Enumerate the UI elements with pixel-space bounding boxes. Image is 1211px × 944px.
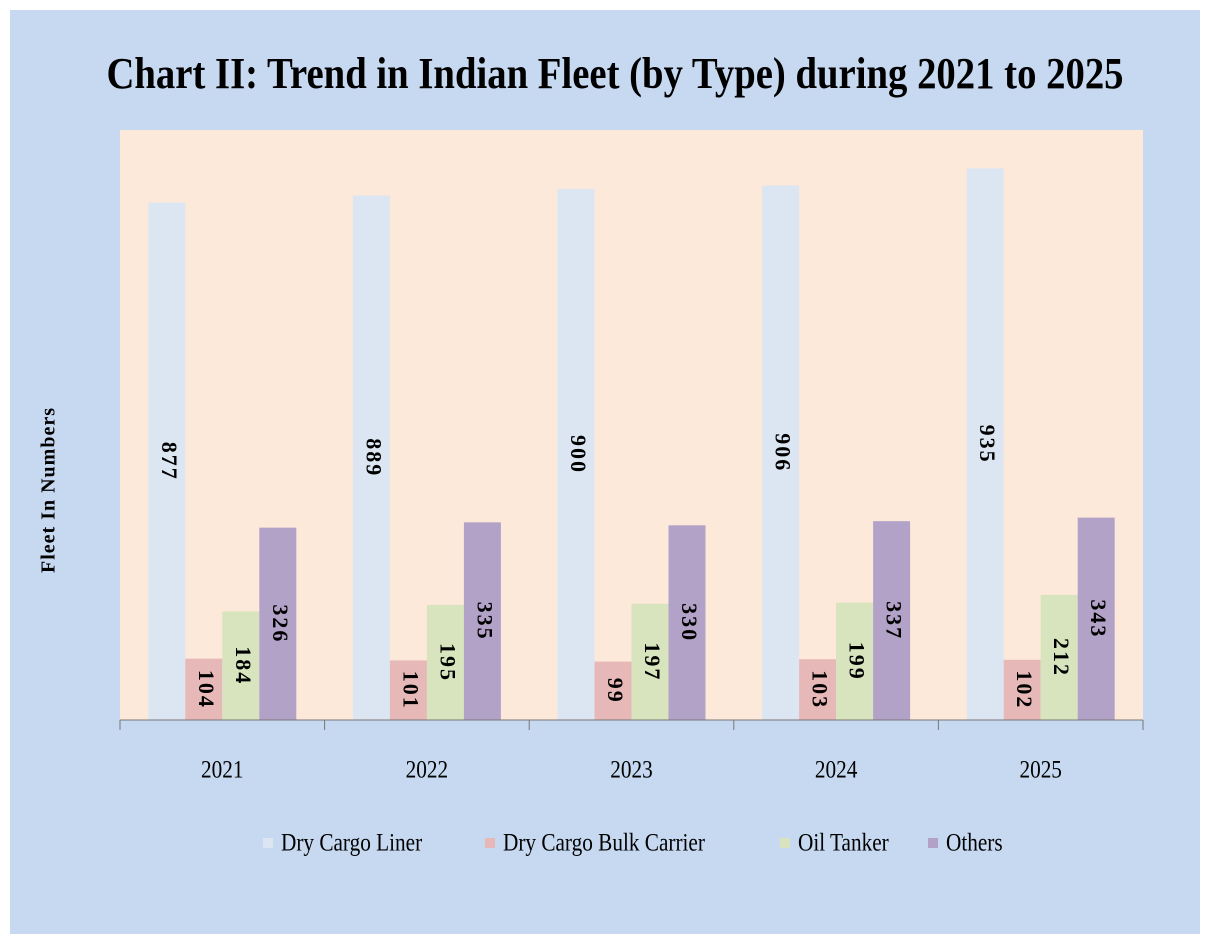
bar (836, 602, 874, 720)
x-tick-label: 2025 (1019, 756, 1061, 784)
bar (426, 604, 464, 720)
data-label: 906 (771, 433, 796, 472)
legend-swatch (928, 838, 938, 848)
data-label: 343 (1086, 599, 1111, 638)
bar (222, 611, 260, 720)
x-tick-label: 2024 (815, 756, 858, 784)
bar (594, 661, 632, 720)
bar (185, 658, 223, 720)
bar (631, 603, 669, 720)
data-label: 99 (603, 678, 628, 704)
bar (1040, 594, 1078, 720)
bar (668, 525, 706, 720)
bar (799, 659, 837, 720)
data-label: 212 (1049, 638, 1074, 677)
chart-title: Chart II: Trend in Indian Fleet (by Type… (106, 49, 1123, 99)
bar (352, 195, 390, 721)
y-axis-label: Fleet In Numbers (38, 407, 60, 573)
data-label: 199 (845, 642, 870, 681)
data-label: 103 (808, 670, 833, 709)
data-label: 195 (435, 643, 460, 682)
data-label: 197 (640, 642, 665, 681)
data-label: 900 (566, 435, 591, 474)
data-label: 935 (975, 425, 1000, 464)
x-tick-label: 2022 (406, 756, 448, 784)
data-label: 337 (882, 601, 907, 640)
legend-swatch (780, 838, 790, 848)
legend-label: Dry Cargo Liner (281, 829, 422, 857)
legend-label: Oil Tanker (798, 829, 889, 857)
bar (1003, 659, 1041, 720)
x-tick-label: 2023 (610, 756, 652, 784)
data-label: 330 (677, 603, 702, 642)
bar (389, 660, 427, 720)
legend-label: Dry Cargo Bulk Carrier (503, 829, 705, 857)
data-label: 889 (361, 438, 386, 477)
bar (463, 522, 501, 720)
data-label: 184 (231, 646, 256, 685)
bar (148, 202, 186, 720)
data-label: 326 (268, 604, 293, 643)
legend-swatch (485, 838, 495, 848)
data-label: 877 (157, 442, 182, 481)
data-label: 101 (398, 671, 423, 710)
data-label: 104 (194, 670, 219, 709)
bar (259, 527, 297, 720)
data-label: 102 (1012, 670, 1037, 709)
data-label: 335 (472, 602, 497, 641)
legend-label: Others (946, 829, 1003, 857)
x-tick-label: 2021 (201, 756, 243, 784)
bar (1077, 517, 1115, 720)
bar (873, 521, 911, 720)
bar (762, 185, 800, 720)
bar (966, 168, 1004, 721)
bar (557, 189, 595, 720)
legend-swatch (263, 838, 273, 848)
